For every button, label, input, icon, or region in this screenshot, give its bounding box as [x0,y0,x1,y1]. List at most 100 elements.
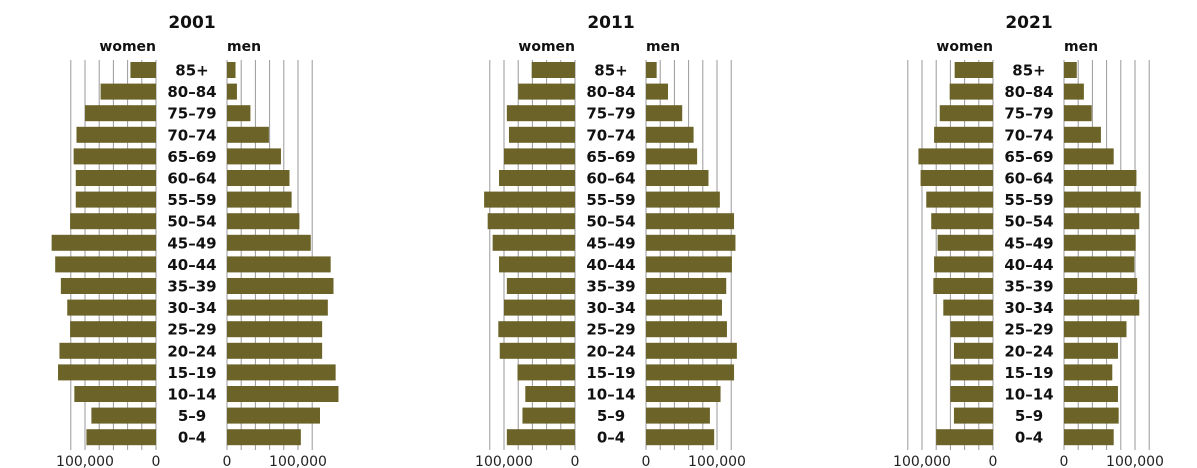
bar-men [646,83,669,100]
bar-women [130,62,156,78]
bar-men [227,83,237,100]
bar-women [920,170,993,186]
age-group-label: 40–44 [167,256,216,274]
bar-women [91,407,156,424]
age-group-label: 60–64 [1004,170,1053,188]
bar-women [522,407,575,424]
bar-men [227,429,301,446]
bar-men [1064,342,1118,359]
bar-men [646,429,715,446]
bar-men [646,213,735,230]
age-group-label: 15–19 [167,364,216,382]
tick-label: 0 [642,454,651,468]
bar-women [70,213,156,230]
bar-women [60,278,156,294]
age-group-label: 50–54 [1004,213,1053,231]
bar-men [1064,321,1127,338]
bar-women [950,364,993,381]
bar-men [646,299,722,316]
age-group-label: 0–4 [597,429,625,447]
bar-women [51,234,156,251]
tick-label: 100,000 [56,454,114,468]
age-group-label: 65–69 [167,148,216,166]
bar-men [646,364,735,381]
age-group-label: 85+ [1012,62,1045,80]
bar-men [227,213,300,230]
bar-men [227,62,236,78]
age-group-label: 5–9 [597,407,625,425]
age-group-label: 55–59 [167,191,216,209]
bar-women [484,191,575,208]
bar-women [950,321,993,338]
bar-men [1064,83,1084,100]
age-group-label: 80–84 [167,83,216,101]
bar-men [646,342,737,359]
tick-label: 0 [223,454,232,468]
bar-men [646,321,727,338]
men-label: men [646,39,680,55]
age-group-label: 65–69 [1004,148,1053,166]
pyramid-panel-2001: 2001 women men 85+ 80–84 75–79 70–74 65–69 60–64… [51,13,339,468]
bar-women [70,321,156,338]
bar-men [1064,364,1113,381]
age-group-label: 25–29 [1004,321,1053,339]
tick-label: 0 [1060,454,1069,468]
bar-women [506,105,575,122]
bar-women [100,83,156,100]
bar-women [943,299,993,316]
age-group-label: 85+ [594,62,627,80]
bar-women [918,148,993,165]
bar-women [73,148,156,165]
bar-men [1064,429,1114,446]
bar-men [1064,191,1141,208]
age-group-label: 50–54 [586,213,635,231]
bar-men [227,407,321,424]
bar-women [506,429,575,446]
tick-label: 100,000 [1106,454,1164,468]
bar-women [59,342,156,359]
men-label: men [227,39,261,55]
bar-women [517,364,575,381]
bar-men [646,234,736,251]
age-group-label: 30–34 [1004,299,1053,317]
age-group-label: 75–79 [586,105,635,123]
age-group-label: 25–29 [167,321,216,339]
bar-men [227,126,269,143]
pyramid-panel-2021: 2021 women men 85+ 80–84 75–79 70–74 65–69 60–64… [893,13,1164,468]
age-group-label: 65–69 [586,148,635,166]
bar-women [58,364,156,381]
age-group-label: 75–79 [1004,105,1053,123]
bar-women [531,62,575,78]
bar-men [227,278,334,294]
age-group-label: 45–49 [1004,234,1053,252]
bar-women [949,83,993,100]
bar-men [1064,62,1077,78]
bar-men [1064,386,1118,402]
women-label: women [518,39,575,55]
age-group-label: 50–54 [167,213,216,231]
panel-title: 2011 [587,13,634,33]
age-group-label: 75–79 [167,105,216,123]
bar-women [55,256,156,273]
bar-men [646,62,657,78]
age-group-label: 5–9 [178,407,206,425]
bar-men [1064,105,1092,122]
bar-men [1064,278,1138,294]
age-group-label: 30–34 [167,299,216,317]
bar-men [1064,126,1101,143]
bar-men [646,170,709,186]
age-group-label: 20–24 [1004,342,1053,360]
bar-women [499,170,575,186]
bar-men [1064,234,1136,251]
bar-women [75,170,156,186]
bar-women [937,234,993,251]
bar-women [75,191,156,208]
bar-women [504,148,575,165]
bar-women [518,83,575,100]
age-group-label: 85+ [175,62,208,80]
tick-label: 100,000 [893,454,951,468]
bar-men [227,191,292,208]
tick-label: 100,000 [688,454,746,468]
bar-men [227,386,339,402]
bar-men [227,364,336,381]
